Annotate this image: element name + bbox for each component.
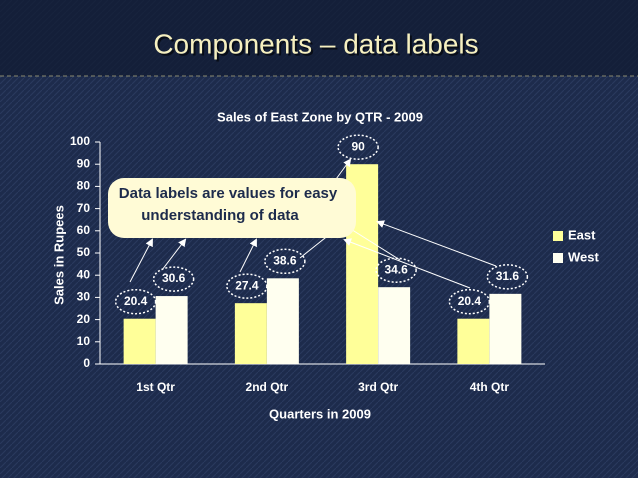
bar	[155, 296, 188, 364]
callout: Data labels are values for easy understa…	[108, 158, 497, 289]
data-label: 34.6	[384, 262, 408, 276]
data-label: 27.4	[235, 278, 259, 292]
y-tick-label: 60	[77, 223, 91, 237]
arrow	[344, 224, 401, 261]
bar	[234, 303, 267, 364]
slide-title: Components – data labels	[153, 28, 478, 59]
label-ring	[375, 257, 417, 283]
chart-title: Sales of East Zone by QTR - 2009	[217, 109, 423, 124]
y-tick-label: 10	[77, 334, 91, 348]
y-tick-label: 20	[77, 312, 91, 326]
y-tick-label: 0	[83, 356, 90, 370]
bar	[123, 318, 156, 364]
data-label: 30.6	[162, 271, 186, 285]
y-tick-label: 50	[77, 245, 91, 259]
plot: 0 10 20 30 40 50 60 70 80 90 100 1st Qtr 20.4 30.6 2nd…	[70, 134, 600, 394]
bar	[457, 318, 490, 364]
slide-title-shadow: Components – data labels	[155, 30, 480, 61]
data-label: 20.4	[124, 294, 148, 308]
callout-text: understanding of data	[141, 207, 299, 224]
bar	[489, 293, 522, 364]
x-tick-label: 1st Qtr	[136, 380, 175, 394]
y-tick-label: 40	[77, 267, 91, 281]
data-label: 31.6	[496, 269, 520, 283]
arrow	[239, 238, 257, 273]
y-tick-label: 90	[77, 156, 91, 170]
y-tick-label: 100	[70, 134, 90, 148]
arrow	[161, 238, 187, 271]
y-axis-label: Sales in Rupees	[51, 205, 66, 305]
data-label: 38.6	[273, 253, 297, 267]
legend-swatch	[553, 231, 563, 241]
x-tick-label: 3rd Qtr	[358, 380, 398, 394]
title-band	[0, 0, 638, 76]
legend-swatch	[553, 253, 563, 263]
callout-text: Data labels are values for easy	[119, 185, 338, 202]
callout-box	[108, 178, 356, 238]
legend-label: West	[568, 249, 599, 264]
data-label: 90	[351, 139, 365, 153]
label-ring	[152, 266, 195, 292]
arrow	[376, 220, 497, 267]
bar	[266, 278, 299, 364]
arrow	[343, 238, 471, 289]
bar	[378, 287, 411, 364]
label-ring	[337, 134, 379, 160]
label-ring	[264, 248, 306, 275]
legend-label: East	[568, 227, 596, 242]
x-tick-label: 4th Qtr	[470, 380, 510, 394]
arrow	[129, 238, 153, 283]
x-tick-label: 2nd Qtr	[246, 380, 289, 394]
label-ring	[486, 264, 529, 290]
x-axis-label: Quarters in 2009	[269, 406, 371, 421]
y-tick-label: 80	[77, 179, 91, 193]
y-tick-label: 30	[77, 290, 91, 304]
data-label: 20.4	[458, 294, 482, 308]
y-tick-label: 70	[77, 201, 91, 215]
